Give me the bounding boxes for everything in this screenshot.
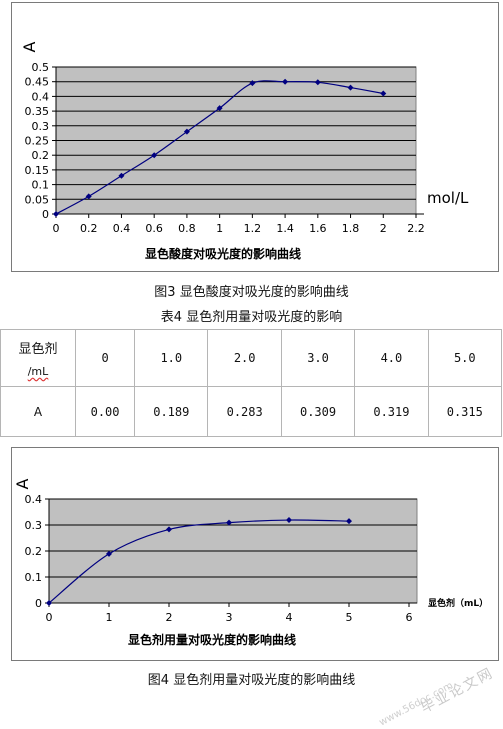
chart-acidity: 00.050.10.150.20.250.30.350.40.450.50 0.2… — [20, 41, 469, 261]
figure3-caption: 图3 显色酸度对吸光度的影响曲线 — [154, 285, 349, 300]
y-tick-label: 0.3 — [32, 120, 50, 133]
table-col-header: 4.0 — [354, 329, 429, 387]
x-tick-label: 4 — [286, 611, 293, 624]
x-tick-label: 1.6 — [309, 222, 327, 235]
y-tick-label: 0.45 — [25, 76, 50, 89]
x-tick-label: 1.4 — [276, 222, 294, 235]
data-point — [151, 152, 158, 159]
y-axis-label: A — [13, 478, 32, 489]
x-tick-label: 1.2 — [244, 222, 262, 235]
x-tick-label: 1 — [106, 611, 113, 624]
chart-title: 显色酸度对吸光度的影响曲线 — [145, 246, 301, 261]
data-point — [216, 105, 223, 112]
y-tick-label: 0.1 — [32, 179, 50, 192]
x-tick-label: 1 — [216, 222, 223, 235]
y-tick-label: 0.2 — [25, 545, 43, 558]
table-row-label: A — [0, 386, 76, 437]
y-tick-label: 0.15 — [25, 164, 50, 177]
table-cell: 0.189 — [134, 386, 209, 437]
table-head-label: 显色剂 — [18, 342, 58, 357]
data-point — [106, 550, 112, 557]
y-tick-label: 0.1 — [25, 571, 43, 584]
x-tick-label: 2 — [166, 611, 173, 624]
table-col-header: 5.0 — [427, 329, 503, 387]
table-row: A 0.00 0.189 0.283 0.309 0.319 0.315 — [0, 386, 503, 437]
table4-caption: 表4 显色剂用量对吸光度的影响 — [160, 310, 343, 325]
data-point — [347, 84, 354, 91]
x-tick-label: 0.2 — [80, 222, 98, 235]
data-point — [282, 78, 289, 85]
x-tick-label: 3 — [226, 611, 233, 624]
table-row: 显色剂 /mL 0 1.0 2.0 3.0 4.0 5.0 — [0, 329, 503, 387]
figure4-caption: 图4 显色剂用量对吸光度的影响曲线 — [147, 673, 356, 688]
table-head-unit: /mL — [27, 365, 49, 378]
data-point — [53, 211, 59, 217]
chart-dosage-frame: 0 0.1 0.2 0.3 0.4 0 1 2 3 4 5 6 A 显色剂（mL） 显色剂用量对吸光度的影响… — [11, 447, 499, 661]
table-head-cell: 显色剂 /mL — [0, 329, 76, 387]
data-point — [166, 526, 172, 533]
data-point — [46, 600, 52, 606]
x-tick-label: 0 — [46, 611, 53, 624]
data-point — [314, 79, 321, 86]
chart-title: 显色剂用量对吸光度的影响曲线 — [128, 632, 296, 647]
reagent-dosage-table: 显色剂 /mL 0 1.0 2.0 3.0 4.0 5.0 A 0.00 0.1… — [0, 329, 503, 437]
data-point — [249, 80, 256, 87]
x-tick-label: 2 — [380, 222, 387, 235]
x-tick-label: 0.6 — [145, 222, 163, 235]
chart-dosage: 0 0.1 0.2 0.3 0.4 0 1 2 3 4 5 6 A 显色剂（mL） 显色剂用量对吸光度的影响… — [13, 478, 488, 647]
table-cell: 0.319 — [354, 386, 429, 437]
x-tick-label: 0 — [53, 222, 60, 235]
table-cell: 0.315 — [427, 386, 503, 437]
x-tick-label: 0.8 — [178, 222, 196, 235]
y-tick-label: 0.4 — [32, 90, 50, 103]
x-tick-label: 2.2 — [407, 222, 425, 235]
y-axis-label: A — [20, 41, 39, 52]
data-point — [380, 90, 387, 97]
table-col-header: 1.0 — [134, 329, 209, 387]
y-tick-label: 0.35 — [25, 105, 50, 118]
x-tick-label: 0.4 — [113, 222, 131, 235]
table-cell: 0.309 — [280, 386, 356, 437]
x-tick-label: 6 — [406, 611, 413, 624]
y-tick-label: 0 — [42, 208, 49, 221]
data-point — [85, 193, 92, 200]
data-point — [226, 519, 232, 526]
x-tick-label: 1.8 — [342, 222, 360, 235]
x-axis-label: 显色剂（mL） — [428, 597, 488, 609]
x-tick-label: 5 — [346, 611, 353, 624]
table-col-header: 2.0 — [207, 329, 282, 387]
y-tick-label: 0.25 — [25, 135, 50, 148]
data-point — [118, 172, 125, 179]
table-col-header: 0 — [74, 329, 136, 387]
data-point — [346, 518, 352, 525]
table-cell: 0.00 — [74, 386, 136, 437]
x-axis-label: mol/L — [427, 189, 469, 207]
y-tick-label: 0.05 — [25, 193, 50, 206]
table-col-header: 3.0 — [280, 329, 356, 387]
y-tick-label: 0.2 — [32, 149, 50, 162]
y-tick-label: 0 — [35, 597, 42, 610]
data-point — [286, 517, 292, 524]
y-tick-label: 0.4 — [25, 493, 43, 506]
data-point — [183, 128, 190, 135]
y-tick-label: 0.3 — [25, 519, 43, 532]
chart-acidity-frame: 0 0.05 0.1 0.15 0.2 0.25 0.3 0.35 0.4 0.45 0.5 0 0.2… — [11, 2, 499, 272]
y-tick-label: 0.5 — [32, 61, 50, 74]
table-cell: 0.283 — [207, 386, 282, 437]
